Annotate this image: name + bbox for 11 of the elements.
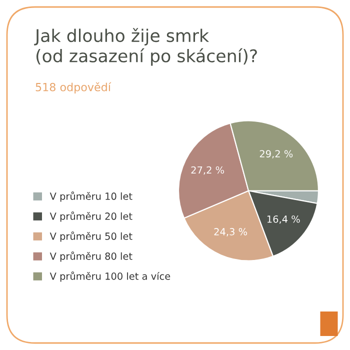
data-label: 16,4 % — [267, 215, 300, 224]
legend-label: V průměru 80 let — [50, 251, 132, 262]
chart-title: Jak dlouho žije smrk (od zasazení po skácení)? — [34, 28, 257, 66]
data-label: 29,2 % — [260, 150, 293, 158]
data-label: 24,3 % — [214, 228, 248, 236]
chart-subtitle: 518 odpovědí — [36, 82, 112, 94]
legend-label: V průměru 20 let — [50, 212, 132, 222]
legend-label: V průměru 100 let a více — [50, 271, 170, 282]
legend-label: V průměru 10 let — [50, 192, 132, 202]
data-label: 27,2 % — [191, 166, 224, 175]
legend-label: V průměru 50 let — [50, 232, 132, 242]
